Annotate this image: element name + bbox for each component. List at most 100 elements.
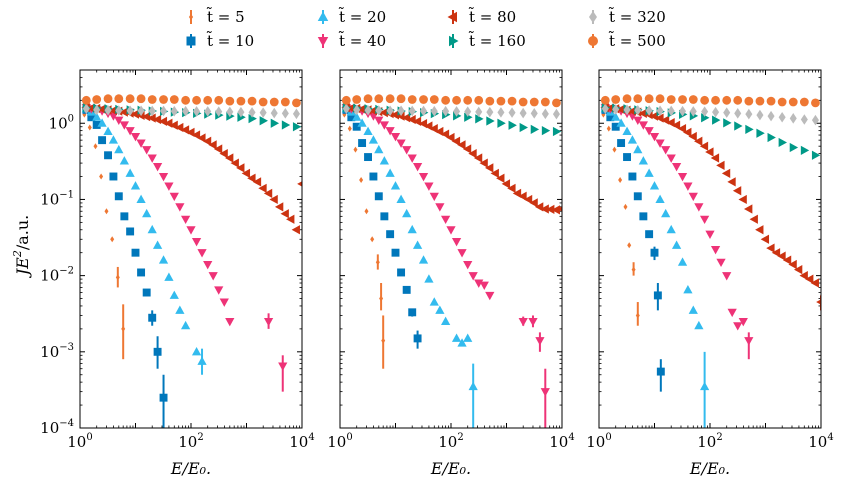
data-point bbox=[766, 96, 776, 106]
data-point bbox=[126, 105, 134, 117]
data-point bbox=[125, 94, 135, 104]
data-point bbox=[535, 337, 545, 346]
data-point bbox=[374, 94, 384, 104]
data-point bbox=[644, 94, 654, 104]
data-point bbox=[248, 114, 257, 124]
legend-entry: t̃ = 5 bbox=[188, 7, 245, 26]
data-point bbox=[391, 248, 400, 257]
data-point bbox=[352, 122, 361, 131]
x-tick-label: 104 bbox=[549, 432, 574, 451]
data-point bbox=[501, 179, 511, 189]
data-point bbox=[701, 106, 709, 117]
data-point bbox=[92, 95, 102, 104]
data-point bbox=[342, 103, 350, 115]
data-point bbox=[799, 271, 808, 281]
series bbox=[342, 111, 386, 369]
data-point bbox=[121, 325, 126, 332]
data-point bbox=[347, 113, 356, 122]
data-point bbox=[490, 168, 499, 178]
data-point bbox=[169, 95, 179, 104]
data-point bbox=[623, 104, 631, 116]
data-point bbox=[125, 168, 135, 177]
data-point bbox=[496, 96, 506, 106]
data-point bbox=[606, 113, 615, 122]
data-point bbox=[130, 132, 141, 142]
data-point bbox=[186, 127, 195, 137]
data-point bbox=[678, 95, 687, 104]
data-point bbox=[114, 144, 124, 154]
data-point bbox=[442, 105, 450, 117]
data-point bbox=[396, 139, 406, 148]
data-point bbox=[486, 116, 495, 126]
data-point bbox=[733, 322, 743, 331]
data-point bbox=[722, 95, 732, 105]
data-point bbox=[109, 172, 118, 181]
ticks bbox=[598, 69, 822, 429]
data-point bbox=[805, 274, 814, 284]
series bbox=[341, 103, 478, 428]
data-point bbox=[358, 139, 367, 147]
data-point bbox=[749, 214, 758, 224]
data-point bbox=[677, 257, 688, 266]
data-point bbox=[656, 105, 664, 117]
data-point bbox=[197, 356, 207, 365]
legend-label: t̃ = 20 bbox=[338, 7, 386, 26]
data-point bbox=[788, 97, 798, 107]
data-point bbox=[777, 251, 786, 261]
data-point bbox=[475, 106, 483, 118]
data-point bbox=[638, 108, 647, 118]
legend-marker bbox=[447, 11, 457, 23]
data-point bbox=[374, 192, 383, 201]
data-point bbox=[435, 203, 445, 212]
data-point bbox=[497, 118, 506, 128]
data-point bbox=[810, 278, 819, 288]
data-point bbox=[379, 295, 384, 302]
data-point bbox=[214, 286, 224, 295]
data-point bbox=[137, 105, 145, 117]
data-point bbox=[473, 153, 483, 163]
data-point bbox=[616, 104, 625, 115]
data-point bbox=[291, 225, 300, 235]
data-point bbox=[557, 206, 562, 212]
data-point bbox=[546, 204, 555, 215]
data-point bbox=[286, 214, 295, 224]
data-point bbox=[633, 192, 642, 201]
data-point bbox=[160, 105, 168, 117]
data-point bbox=[777, 97, 787, 107]
data-point bbox=[270, 118, 280, 128]
data-point bbox=[606, 125, 611, 132]
data-point bbox=[115, 105, 123, 116]
data-point bbox=[259, 116, 268, 126]
data-point bbox=[789, 113, 797, 124]
data-point bbox=[390, 132, 401, 142]
data-point bbox=[540, 97, 550, 107]
legend-entry: t̃ = 320 bbox=[589, 7, 666, 26]
data-point bbox=[552, 108, 560, 120]
data-point bbox=[148, 105, 156, 117]
data-point bbox=[429, 124, 438, 134]
data-point bbox=[152, 240, 163, 249]
data-point bbox=[230, 158, 239, 168]
legend-label: t̃ = 80 bbox=[468, 7, 516, 26]
data-point bbox=[529, 97, 539, 107]
data-point bbox=[226, 106, 234, 118]
data-point bbox=[413, 334, 422, 343]
data-point bbox=[86, 103, 95, 113]
data-point bbox=[530, 108, 538, 119]
data-point bbox=[612, 104, 620, 115]
data-point bbox=[705, 147, 714, 157]
data-point bbox=[462, 144, 472, 154]
data-point bbox=[114, 94, 124, 104]
data-point bbox=[656, 367, 665, 376]
data-point bbox=[688, 305, 698, 314]
y-tick-label: 10−2 bbox=[40, 266, 74, 285]
data-point bbox=[738, 194, 747, 205]
data-point bbox=[142, 208, 152, 218]
legend-marker bbox=[588, 36, 598, 46]
data-point bbox=[446, 226, 456, 235]
data-point bbox=[778, 137, 787, 148]
data-point bbox=[734, 108, 742, 119]
plot-area bbox=[341, 94, 562, 428]
data-point bbox=[359, 176, 364, 183]
data-point bbox=[110, 236, 115, 243]
